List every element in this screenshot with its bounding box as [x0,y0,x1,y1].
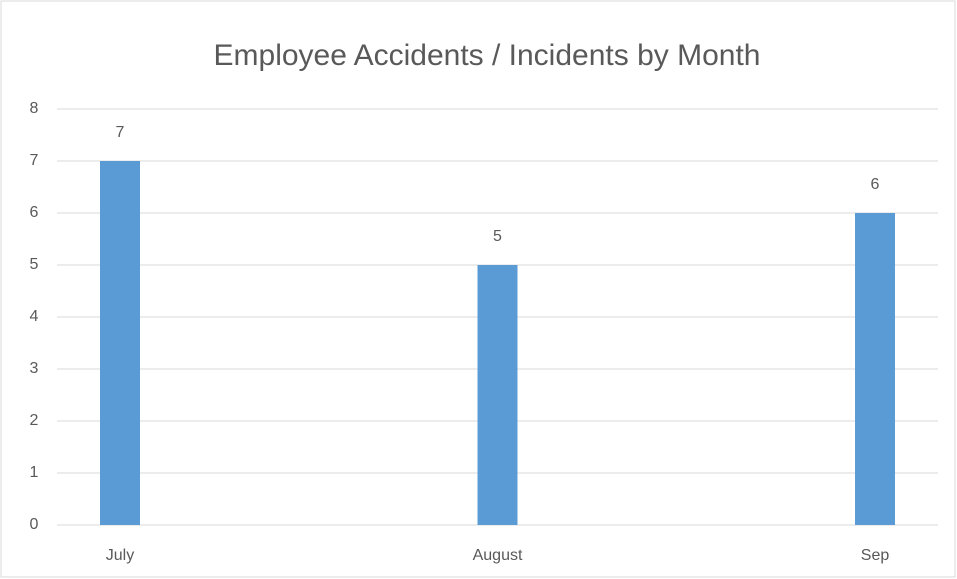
y-tick-label: 2 [30,412,39,429]
y-tick-label: 8 [30,100,39,117]
y-tick-label: 7 [30,152,39,169]
x-tick-label: July [106,547,134,564]
data-label: 5 [493,228,502,245]
y-tick-label: 4 [30,308,39,325]
y-tick-label: 6 [30,204,39,221]
data-label: 6 [871,176,880,193]
y-tick-label: 3 [30,360,39,377]
y-tick-label: 1 [30,464,39,481]
chart-title: Employee Accidents / Incidents by Month [214,39,761,72]
data-label: 7 [116,124,125,141]
bar [855,213,895,525]
y-tick-label: 0 [30,516,39,533]
y-tick-label: 5 [30,256,39,273]
x-tick-label: Sep [861,547,890,564]
bar [100,161,140,525]
x-tick-label: August [473,547,523,564]
bar [477,265,518,525]
